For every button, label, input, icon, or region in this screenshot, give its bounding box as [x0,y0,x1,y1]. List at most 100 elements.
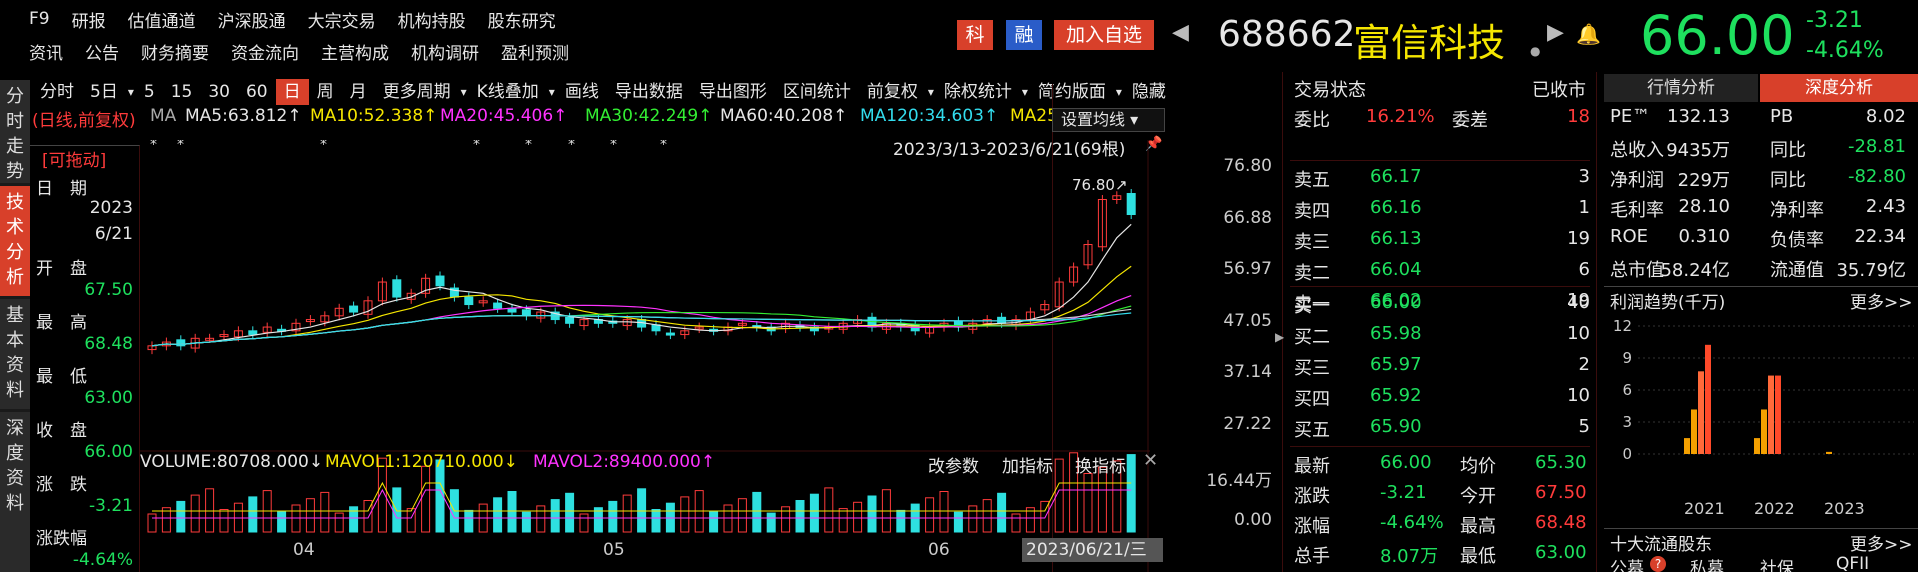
stat-cell: 最高 [1460,516,1496,537]
event-marker[interactable]: ⁑ [568,140,575,149]
event-marker[interactable]: ⁑ [177,140,184,149]
close-icon[interactable]: ✕ [1143,450,1159,471]
toolbar-item[interactable]: 更多周期 [382,82,451,102]
candle [579,319,589,327]
toolbar-item[interactable]: 60 [245,82,268,102]
menu-item[interactable]: 盈利预测 [501,43,569,64]
toolbar-item[interactable]: 画线 [564,82,599,102]
menu-item[interactable]: 财务摘要 [141,43,209,64]
dropdown-icon[interactable]: ▾ [1115,85,1122,99]
dropdown-icon[interactable]: ▾ [127,85,134,99]
menu-item[interactable]: 估值通道 [127,11,196,32]
menu-item[interactable]: 研报 [71,11,106,32]
toolbar-item[interactable]: 分时 [40,82,74,102]
holder-tab-mutual[interactable]: 公募 [1610,559,1644,572]
toolbar-item[interactable]: 隐藏 [1131,82,1166,102]
fin-cell: -82.80 [1847,166,1906,187]
volume-bar [824,487,834,533]
tab-basic-info[interactable]: 基本资料 [0,299,30,409]
profit-year-label: 2022 [1754,499,1795,518]
tab-technical[interactable]: 技术分析 [0,186,30,296]
menu-item[interactable]: 主营构成 [321,43,389,64]
toolbar-item[interactable]: 15 [170,82,193,102]
prev-stock-icon[interactable]: ◀ [1172,20,1189,45]
holder-tab-private[interactable]: 私募 [1690,559,1724,572]
toolbar-item[interactable]: 5 [143,82,155,102]
profit-axis-label: 12 [1613,317,1632,335]
dropdown-icon[interactable]: ▾ [1021,85,1028,99]
toolbar-item[interactable]: 导出数据 [614,82,683,102]
toolbar-item[interactable]: 30 [208,82,230,102]
volume-bar [190,494,200,533]
info-icon[interactable]: ● [1530,44,1541,58]
profit-more-link[interactable]: 更多>> [1850,293,1913,313]
toolbar-item[interactable]: 除权统计 [943,82,1012,102]
profit-axis-label: 6 [1622,381,1632,399]
holder-tab-social[interactable]: 社保 [1760,559,1794,572]
stat-cell: 8.07万 [1380,546,1439,567]
drag-label[interactable]: [可拖动] [42,151,107,171]
menu-item[interactable]: 股东研究 [487,11,556,32]
menu-item[interactable]: 沪深股通 [217,11,286,32]
fin-cell: -28.81 [1847,136,1906,157]
toolbar-item[interactable]: 5日 [90,82,118,102]
toolbar-item[interactable]: 前复权 [866,82,918,102]
weibi-label: 委比 [1294,110,1330,131]
orderbook-cell: 卖三 [1294,232,1330,253]
holders-more-link[interactable]: 更多>> [1850,535,1913,555]
orderbook-cell: 66.17 [1370,166,1422,187]
toolbar-item[interactable]: 区间统计 [782,82,851,102]
dropdown-icon[interactable]: ▾ [927,85,934,99]
tab-intraday[interactable]: 分时走势 [0,80,30,183]
tab-market-analysis[interactable]: 行情分析 [1604,74,1758,102]
event-marker[interactable]: ⁑ [320,140,327,149]
kline-chart[interactable]: ⁑ ⁑ ⁑ ⁑ ⁑ ⁑ ⁑ ⁑ [140,140,1150,572]
toolbar-item[interactable]: 简约版面 [1037,82,1106,102]
volume-bar [637,488,647,533]
ma-label: MA [150,106,177,126]
help-icon[interactable]: ? [1650,556,1666,572]
menu-item[interactable]: 资金流向 [231,43,299,64]
volume-bar [550,499,560,533]
candle [680,330,690,336]
chart-toolbar: 分时 5日 ▾ 5 15 30 60 日周月更多周期 ▾ K线叠加 ▾ 画线 导出数据 导出图形 区间统计前… [32,78,1174,106]
dropdown-icon[interactable]: ▾ [460,85,467,99]
toolbar-item[interactable]: 周 [316,82,334,102]
tab-deep-info[interactable]: 深度资料 [0,412,30,572]
toolbar-item[interactable]: 日 [275,79,309,105]
collapse-icon[interactable]: ▶ [1275,330,1285,344]
menu-item[interactable]: 资讯 [29,43,63,64]
event-marker[interactable]: ⁑ [660,140,667,149]
stat-cell: -3.21 [1380,482,1427,503]
pin-icon[interactable]: 📌 [1145,136,1163,152]
menu-item[interactable]: 大宗交易 [307,11,376,32]
margin-badge: 融 [1006,20,1042,50]
candle [176,339,186,347]
tab-depth-analysis[interactable]: 深度分析 [1760,74,1918,102]
holder-tab-qfii[interactable]: QFII [1836,554,1870,572]
event-marker[interactable]: ⁑ [525,140,532,149]
bell-icon[interactable]: 🔔 [1576,22,1601,46]
toolbar-item[interactable]: 月 [349,82,367,102]
menu-item[interactable]: 公告 [85,43,119,64]
volume-bar [925,497,935,533]
add-indicator-button[interactable]: 加指标 [1002,457,1053,477]
fin-cell: 132.13 [1667,106,1730,127]
orderbook-cell: 66.00 [1370,292,1422,313]
event-marker[interactable]: ⁑ [150,140,157,149]
dropdown-icon[interactable]: ▾ [548,85,555,99]
toolbar-item[interactable]: 导出图形 [698,82,767,102]
ma-value: MA30:42.249↑ [585,106,713,126]
switch-indicator-button[interactable]: 换指标 [1075,457,1126,477]
menu-item[interactable]: F9 [29,9,50,29]
modify-params-button[interactable]: 改参数 [928,457,979,477]
high-label: 最 高 [36,313,87,333]
ma-settings-button[interactable]: 设置均线 ▾ [1052,108,1165,132]
menu-item[interactable]: 机构调研 [411,43,479,64]
add-watchlist-button[interactable]: 加入自选 [1054,20,1154,50]
next-stock-icon[interactable]: ▶ [1547,20,1564,45]
event-marker[interactable]: ⁑ [473,140,480,149]
toolbar-item[interactable]: K线叠加 [476,82,539,102]
menu-item[interactable]: 机构持股 [397,11,466,32]
event-marker[interactable]: ⁑ [610,140,617,149]
